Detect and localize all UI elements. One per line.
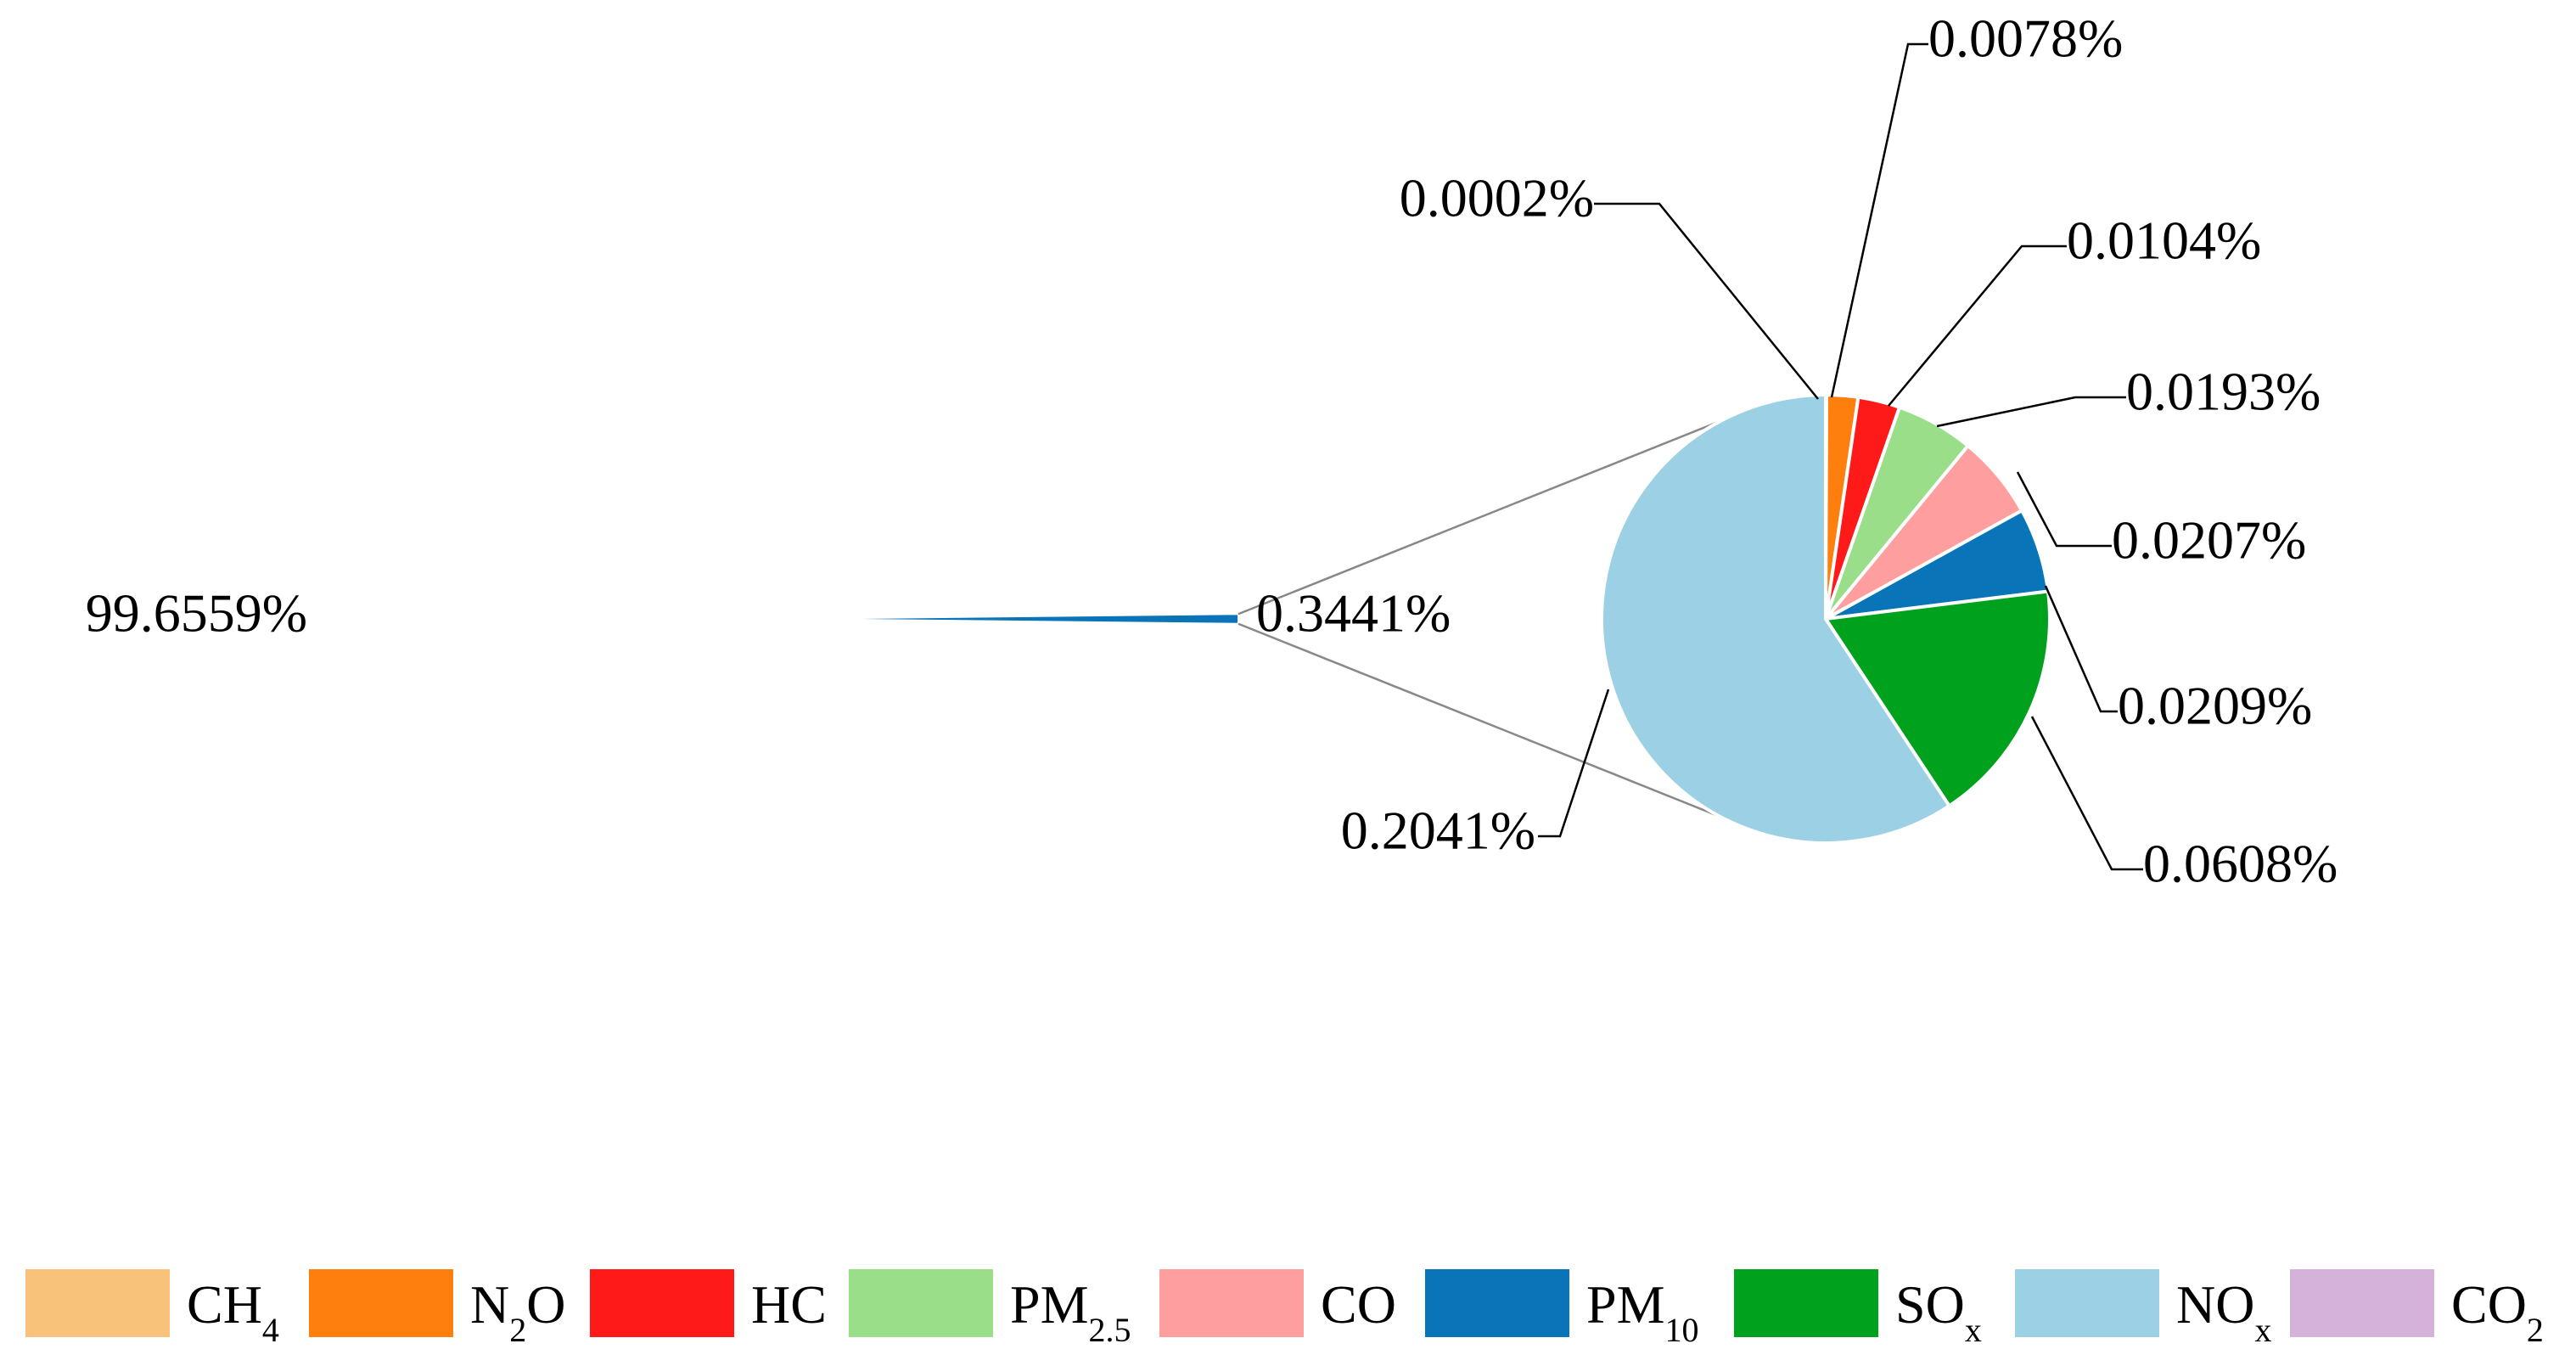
legend-label: PM10	[1586, 1274, 1699, 1349]
legend-label: NOx	[2176, 1274, 2271, 1349]
leader-sox	[2030, 716, 2143, 871]
legend-item-ch4: CH4	[25, 1269, 279, 1349]
leader-co	[2016, 471, 2112, 548]
legend: CH4 N2O HC PM2.5 CO PM10 SOx NOx CO2	[25, 1269, 2544, 1349]
secondary-pie	[1600, 392, 2051, 845]
label-pm25: 0.0193%	[2126, 362, 2321, 422]
legend-swatch	[309, 1269, 453, 1337]
legend-swatch	[25, 1269, 170, 1337]
leader-pm10	[2044, 585, 2118, 713]
label-n2o: 0.0078%	[1928, 8, 2123, 69]
legend-item-co: CO	[1159, 1269, 1396, 1337]
leader-nox	[1538, 689, 1610, 838]
label-others-share: 0.3441%	[1256, 583, 1451, 644]
slice-nox	[1600, 392, 1952, 845]
label-pm10: 0.0209%	[2118, 676, 2312, 736]
legend-item-n2o: N2O	[309, 1269, 565, 1349]
leader-pm25	[1936, 396, 2126, 428]
leader-ch4	[1594, 202, 1819, 400]
main-pie	[786, 612, 1240, 625]
legend-label: HC	[751, 1274, 827, 1335]
leader-lines	[1538, 42, 2143, 871]
legend-swatch	[849, 1269, 993, 1337]
legend-label: CO2	[2451, 1274, 2544, 1349]
legend-swatch	[590, 1269, 734, 1337]
legend-item-pm25: PM2.5	[849, 1269, 1131, 1349]
connector-upper	[1237, 419, 1721, 616]
legend-item-sox: SOx	[1734, 1269, 1982, 1349]
legend-swatch	[2015, 1269, 2159, 1337]
leader-hc	[1888, 245, 2067, 407]
legend-label: N2O	[470, 1274, 565, 1349]
legend-item-nox: NOx	[2015, 1269, 2271, 1349]
label-hc: 0.0104%	[2067, 211, 2261, 271]
legend-label: SOx	[1895, 1274, 1982, 1349]
connector-lower	[1237, 622, 1721, 818]
legend-swatch	[2290, 1269, 2434, 1337]
legend-swatch	[1425, 1269, 1569, 1337]
label-sox: 0.0608%	[2143, 834, 2337, 894]
data-labels: 99.6559% 0.3441% 0.0002% 0.0078% 0.0104% 0.01…	[86, 8, 2338, 894]
legend-item-co2: CO2	[2290, 1269, 2544, 1349]
legend-item-pm10: PM10	[1425, 1269, 1699, 1349]
label-co: 0.0207%	[2112, 510, 2306, 571]
label-nox: 0.2041%	[1341, 801, 1535, 861]
pie-connectors	[1237, 419, 1721, 818]
slice-others	[786, 613, 1240, 625]
legend-swatch	[1734, 1269, 1878, 1337]
slice-sox	[1822, 589, 2051, 808]
legend-swatch	[1159, 1269, 1304, 1337]
label-co2-share: 99.6559%	[86, 583, 307, 644]
legend-label: CO	[1321, 1274, 1396, 1335]
legend-label: PM2.5	[1010, 1274, 1131, 1349]
label-ch4: 0.0002%	[1400, 168, 1594, 228]
leader-n2o	[1830, 42, 1928, 398]
legend-item-hc: HC	[590, 1269, 827, 1337]
legend-label: CH4	[187, 1274, 279, 1349]
